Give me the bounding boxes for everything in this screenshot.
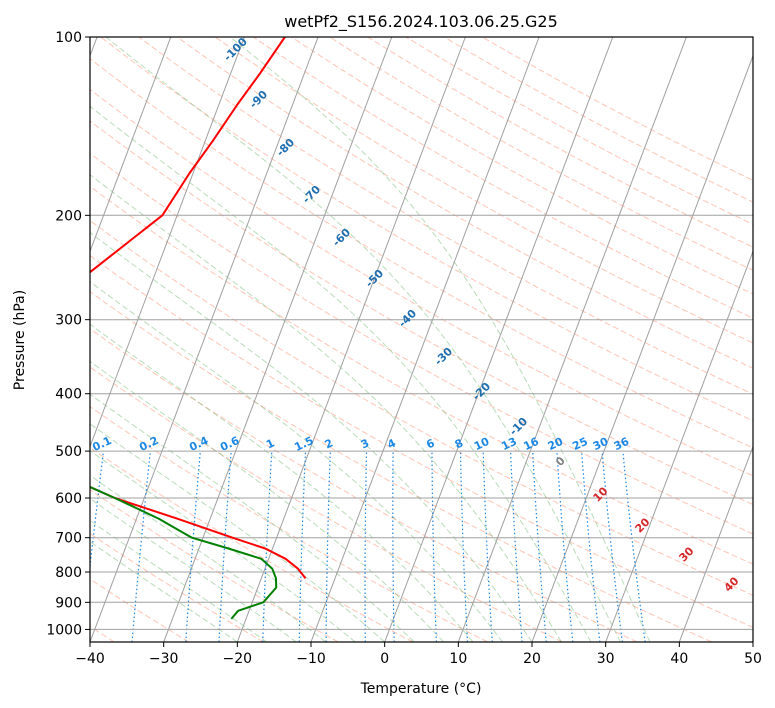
moist-adiabat — [90, 423, 386, 642]
mixing-ratio-label: 25 — [570, 435, 589, 453]
x-axis: −40 −30 −20 −10 0 10 20 30 40 50 — [75, 642, 762, 667]
mixing-ratio-line — [581, 451, 601, 642]
x-tick-label: 50 — [744, 651, 762, 667]
y-tick-label: 600 — [55, 491, 82, 507]
plot-frame — [89, 36, 754, 643]
dry-adiabat — [90, 152, 753, 535]
dry-adiabat — [214, 37, 753, 344]
dry-adiabat — [90, 219, 753, 596]
isotherm — [236, 37, 466, 642]
moist-adiabat — [229, 37, 651, 642]
dry-adiabat — [90, 533, 264, 642]
mixing-ratio-label: 13 — [499, 435, 518, 453]
dry-adiabat — [90, 120, 753, 506]
mixing-ratio-line — [532, 451, 547, 642]
moist-adiabat — [90, 360, 444, 642]
moist-adiabat — [90, 231, 533, 642]
pressure-gridlines — [90, 37, 753, 630]
y-tick-label: 400 — [55, 387, 82, 403]
x-tick-label: −20 — [223, 651, 253, 667]
mixing-ratio-line — [90, 451, 105, 573]
isotherm — [457, 37, 687, 642]
y-axis-label: Pressure (hPa) — [12, 290, 28, 390]
y-tick-label: 1000 — [46, 622, 82, 638]
x-tick-label: 0 — [380, 651, 389, 667]
chart-title: wetPf2_S156.2024.103.06.25.G25 — [284, 12, 558, 32]
x-tick-label: −10 — [296, 651, 326, 667]
isotherm — [531, 54, 753, 642]
dry-adiabat — [90, 406, 488, 642]
y-axis: 100 200 300 400 500 600 700 800 900 1000 — [46, 30, 90, 638]
isotherm — [752, 640, 753, 642]
y-tick-label: 200 — [55, 208, 82, 224]
isotherm — [90, 37, 245, 448]
mixing-ratio-label: 30 — [591, 435, 611, 453]
temperature-profile — [90, 37, 307, 580]
mixing-ratio-line — [622, 451, 646, 642]
dry-adiabat — [90, 58, 753, 449]
y-tick-label: 500 — [55, 444, 82, 460]
x-tick-label: −40 — [75, 651, 105, 667]
dewpoint-profile — [90, 485, 278, 620]
y-tick-label: 300 — [55, 313, 82, 329]
x-tick-label: −30 — [149, 651, 179, 667]
x-axis-label: Temperature (°C) — [360, 681, 482, 697]
y-tick-label: 700 — [55, 531, 82, 547]
moist-adiabat — [90, 520, 268, 642]
profiles — [90, 37, 307, 620]
isotherm — [90, 37, 172, 253]
mixing-ratio-label: 36 — [612, 435, 632, 453]
moist-adiabat — [90, 541, 238, 642]
x-tick-label: 40 — [670, 651, 688, 667]
moist-adiabat — [90, 323, 474, 642]
isotherm — [310, 37, 540, 642]
y-tick-label: 100 — [55, 30, 82, 46]
moist-adiabat — [90, 105, 592, 642]
x-tick-label: 20 — [523, 651, 541, 667]
dry-adiabat — [90, 328, 638, 642]
dry-adiabat — [90, 88, 753, 477]
y-tick-label: 900 — [55, 595, 82, 611]
mixing-ratio-label: 16 — [522, 435, 542, 453]
dry-adiabat — [100, 37, 753, 422]
isotherm — [605, 249, 753, 642]
mixing-ratio-line — [556, 451, 574, 642]
mixing-ratio-line — [131, 451, 151, 642]
isotherm — [90, 37, 319, 642]
plot-background — [90, 37, 753, 642]
y-tick-label: 800 — [55, 565, 82, 581]
x-tick-label: 10 — [449, 651, 467, 667]
dry-adiabat — [90, 255, 753, 628]
moist-adiabat — [90, 174, 562, 642]
isotherm — [678, 445, 753, 642]
dry-adiabat — [90, 366, 563, 642]
dry-adiabat — [90, 291, 712, 642]
moist-adiabat — [90, 498, 297, 642]
dry-adiabat — [253, 37, 753, 319]
mixing-ratio-label: 10 — [472, 435, 492, 453]
isotherm — [384, 37, 614, 642]
mixing-ratio-line — [601, 451, 623, 642]
moist-adiabat — [90, 281, 503, 642]
dry-adiabat — [138, 37, 753, 395]
moist-adiabat — [105, 37, 621, 642]
x-tick-label: 30 — [597, 651, 615, 667]
background-lines — [90, 37, 753, 642]
mixing-ratio-label: 20 — [546, 435, 566, 453]
moist-adiabat — [90, 450, 356, 642]
dry-adiabat — [176, 37, 753, 369]
